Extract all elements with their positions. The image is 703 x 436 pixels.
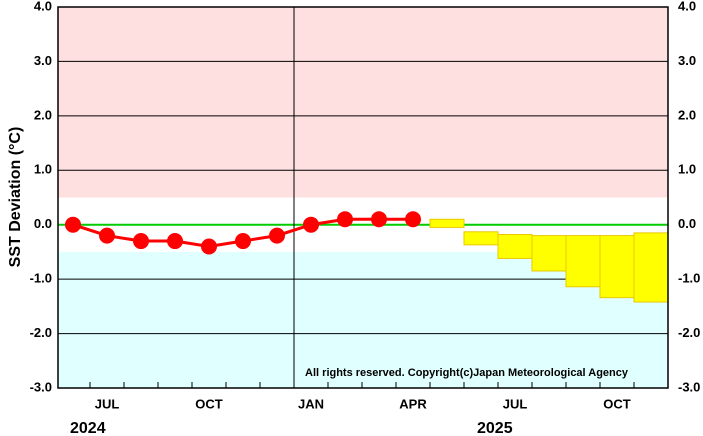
point bbox=[167, 233, 183, 250]
point bbox=[201, 238, 217, 255]
x-tick-label: OCT bbox=[603, 396, 631, 411]
year-label: 2025 bbox=[477, 420, 513, 436]
y-tick-label: 1.0 bbox=[34, 162, 52, 177]
band bbox=[58, 7, 668, 198]
y-tick-label-right: -3.0 bbox=[678, 379, 700, 394]
point bbox=[65, 216, 81, 233]
point bbox=[269, 227, 285, 244]
x-tick-label: APR bbox=[399, 396, 427, 411]
y-axis-label: SST Deviation (°C) bbox=[7, 127, 24, 268]
forecast-box bbox=[633, 232, 669, 303]
year-label: 2024 bbox=[70, 420, 106, 436]
y-tick-label: 4.0 bbox=[34, 0, 52, 13]
y-tick-label-right: 1.0 bbox=[678, 162, 696, 177]
forecast-box bbox=[463, 231, 499, 246]
forecast-box bbox=[531, 235, 567, 272]
forecast-box bbox=[497, 234, 533, 259]
forecast-box bbox=[429, 218, 465, 228]
point bbox=[99, 227, 115, 244]
point bbox=[337, 211, 353, 228]
x-tick-label: JUL bbox=[95, 396, 120, 411]
annotation: All rights reserved. Copyright(c)Japan M… bbox=[305, 367, 629, 379]
plot-frame bbox=[57, 6, 669, 389]
y-tick-label-right: -2.0 bbox=[678, 325, 700, 340]
x-tick-label: JUL bbox=[503, 396, 528, 411]
y-tick-label-right: 0.0 bbox=[678, 216, 696, 231]
y-tick-label-right: 4.0 bbox=[678, 0, 696, 13]
y-tick-label: -3.0 bbox=[30, 379, 52, 394]
point bbox=[303, 216, 319, 233]
x-tick-label: JAN bbox=[298, 396, 324, 411]
point bbox=[235, 233, 251, 250]
y-tick-label: 2.0 bbox=[34, 107, 52, 122]
point bbox=[371, 211, 387, 228]
y-tick-label: -1.0 bbox=[30, 271, 52, 286]
forecast-box bbox=[599, 235, 635, 299]
y-tick-label-right: 2.0 bbox=[678, 107, 696, 122]
y-tick-label-right: -1.0 bbox=[678, 271, 700, 286]
x-tick-label: OCT bbox=[195, 396, 223, 411]
y-tick-label-right: 3.0 bbox=[678, 53, 696, 68]
point bbox=[133, 233, 149, 250]
forecast-box bbox=[565, 235, 601, 288]
point bbox=[405, 211, 421, 228]
y-tick-label: 3.0 bbox=[34, 53, 52, 68]
y-tick-label: 0.0 bbox=[34, 216, 52, 231]
y-tick-label: -2.0 bbox=[30, 325, 52, 340]
